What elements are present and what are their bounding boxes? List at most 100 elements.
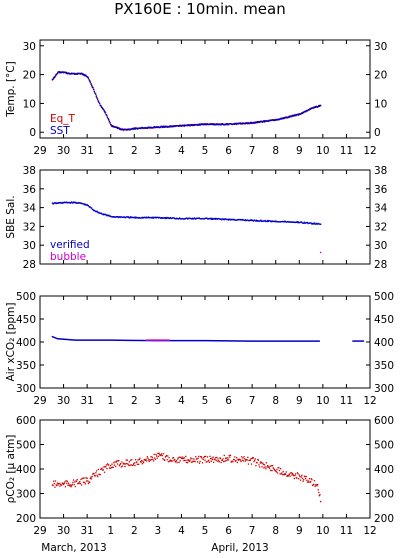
data-point xyxy=(224,457,227,459)
data-point xyxy=(282,117,284,119)
data-point xyxy=(84,481,86,484)
data-point xyxy=(254,219,256,221)
data-point xyxy=(221,123,224,125)
data-point xyxy=(161,455,163,457)
data-point xyxy=(228,454,230,457)
data-point xyxy=(62,482,64,485)
x-tick-label: 29 xyxy=(33,395,46,407)
data-point xyxy=(155,126,158,128)
data-point xyxy=(310,478,312,480)
data-point xyxy=(104,111,107,114)
data-point xyxy=(154,216,157,218)
data-point xyxy=(146,456,148,458)
data-point xyxy=(313,483,315,485)
data-point xyxy=(307,109,309,112)
data-point xyxy=(57,484,59,486)
data-point xyxy=(169,459,171,461)
data-point xyxy=(86,477,88,479)
data-point xyxy=(319,251,322,254)
y-tick-label: 28 xyxy=(23,259,36,271)
data-point xyxy=(303,479,305,481)
data-point xyxy=(71,483,73,486)
data-point xyxy=(95,95,97,97)
data-point xyxy=(123,462,125,464)
data-point xyxy=(211,458,214,461)
data-point xyxy=(301,474,303,476)
data-point xyxy=(147,459,150,461)
data-point xyxy=(205,455,207,458)
data-point xyxy=(313,222,315,224)
data-point xyxy=(120,462,122,465)
panel-frame xyxy=(39,295,371,389)
data-point xyxy=(203,457,205,459)
data-point xyxy=(104,111,106,113)
data-point xyxy=(90,83,92,85)
data-point xyxy=(249,459,251,461)
data-point xyxy=(66,71,68,74)
data-point xyxy=(175,460,178,462)
data-point xyxy=(70,73,72,75)
data-point xyxy=(176,461,178,464)
data-point xyxy=(72,73,75,75)
data-point xyxy=(85,204,87,206)
data-point xyxy=(262,121,264,123)
data-point xyxy=(296,477,298,479)
x-tick-label: 10 xyxy=(316,395,329,407)
data-point xyxy=(81,72,83,75)
x-tick-label: 3 xyxy=(155,145,162,157)
data-point xyxy=(308,478,311,480)
y-tick-label: 34 xyxy=(374,203,388,215)
data-point xyxy=(64,71,67,74)
data-point xyxy=(64,481,66,483)
data-point xyxy=(313,480,316,482)
x-tick-label: 4 xyxy=(178,395,185,407)
data-point xyxy=(104,213,106,216)
data-point xyxy=(270,469,272,472)
data-point xyxy=(237,459,240,461)
data-point xyxy=(186,217,188,219)
data-point xyxy=(102,108,105,111)
data-point xyxy=(79,73,82,75)
data-point xyxy=(318,491,320,494)
data-point xyxy=(191,217,194,219)
data-point xyxy=(298,474,300,476)
data-point xyxy=(58,71,61,73)
data-point xyxy=(285,471,287,473)
data-point xyxy=(100,212,102,215)
data-point xyxy=(128,216,130,218)
data-point xyxy=(229,456,231,458)
data-point xyxy=(105,466,107,468)
data-point xyxy=(220,461,222,464)
data-point xyxy=(66,480,68,482)
data-point xyxy=(97,476,99,478)
data-point xyxy=(280,473,282,475)
data-point xyxy=(211,218,213,221)
data-point xyxy=(160,454,162,456)
data-point xyxy=(73,72,75,75)
data-point xyxy=(57,71,59,73)
data-point xyxy=(132,127,134,130)
data-point xyxy=(134,128,137,130)
x-tick-label: 9 xyxy=(296,395,303,407)
data-point xyxy=(251,457,253,459)
data-point xyxy=(182,456,184,458)
data-point xyxy=(128,464,130,466)
data-point xyxy=(133,217,135,219)
data-point xyxy=(145,458,147,460)
data-point xyxy=(68,73,71,75)
data-point xyxy=(91,85,94,88)
data-point xyxy=(192,460,194,462)
data-point xyxy=(158,452,160,454)
data-point xyxy=(87,480,89,482)
data-point xyxy=(56,73,58,75)
data-point xyxy=(98,211,100,214)
data-point xyxy=(81,202,83,205)
data-point xyxy=(299,475,301,478)
data-point xyxy=(206,217,208,219)
data-point xyxy=(83,74,86,77)
x-tick-label: 31 xyxy=(80,145,93,157)
data-point xyxy=(264,466,266,468)
data-point xyxy=(60,71,62,73)
data-point xyxy=(51,202,54,204)
data-point xyxy=(214,457,217,459)
